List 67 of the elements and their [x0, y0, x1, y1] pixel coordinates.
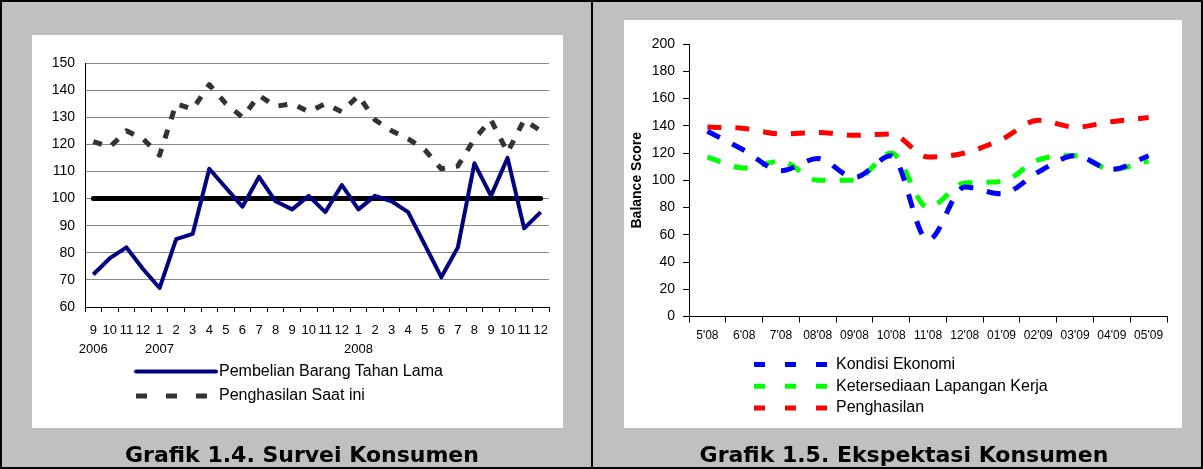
y-tick-label: 100	[651, 171, 676, 188]
x-tick-label: 7	[454, 322, 462, 337]
x-tick-label: 5	[222, 322, 230, 337]
y-tick-label: 60	[659, 225, 676, 242]
y-tick-label: 80	[659, 198, 676, 215]
y-tick-label: 0	[667, 307, 676, 324]
y-tick-label: 20	[659, 280, 676, 297]
x-tick-label: 6'08	[733, 328, 756, 343]
x-tick-label: 8	[470, 322, 479, 337]
x-tick-label: 12	[135, 322, 151, 337]
x-tick-label: 3	[387, 322, 396, 337]
x-tick-label: 8	[271, 322, 280, 337]
x-tick-label: 03'09	[1060, 328, 1090, 343]
y-tick-label: 160	[651, 89, 676, 106]
x-tick-label: 12	[533, 322, 548, 337]
x-tick-label: 10	[500, 322, 515, 337]
x-tick-label: 10	[102, 322, 118, 337]
x-tick-label: 01'09	[987, 328, 1017, 343]
x-tick-label: 08'08	[803, 328, 833, 343]
legend-label: Ketersediaan Lapangan Kerja	[836, 376, 1048, 394]
x-tick-label: 5'08	[696, 328, 719, 343]
y-tick-label: 70	[59, 270, 76, 287]
y-tick-label: 200	[651, 34, 676, 51]
x-tick-label: 2	[172, 322, 180, 337]
x-tick-label: 7'08	[769, 328, 793, 343]
legend-label: Penghasilan	[836, 398, 925, 416]
y-tick-label: 180	[651, 62, 676, 79]
x-tick-label: 12'08	[950, 328, 980, 343]
text: Grafik 1.4. Survei Konsumen	[124, 442, 480, 468]
legend-label: Penghasilan Saat ini	[219, 386, 365, 404]
x-tick-label: 4	[205, 322, 213, 337]
x-tick-label: 11'08	[913, 328, 943, 343]
y-tick-label: 90	[59, 216, 76, 233]
y-tick-label: 40	[659, 252, 676, 269]
x-tick-label: 9	[487, 322, 495, 337]
x-tick-label: 7	[255, 322, 263, 337]
x-tick-label: 5	[421, 322, 429, 337]
x-tick-label: 09'08	[839, 328, 870, 343]
x-tick-label: 6	[437, 322, 445, 337]
x-tick-label: 10'08	[876, 328, 907, 343]
legend-label: Pembelian Barang Tahan Lama	[219, 361, 443, 379]
y-tick-label: 120	[51, 135, 76, 152]
y-tick-label: 100	[51, 189, 76, 206]
y-tick-label: 130	[51, 108, 76, 125]
x-tick-label: 4	[404, 322, 412, 337]
x-tick-label: 12	[334, 322, 350, 337]
x-tick-label: 10	[301, 322, 316, 337]
y-axis-title: Balance Score	[628, 131, 645, 229]
x-tick-label: 11	[119, 322, 134, 337]
x-tick-label: 11	[318, 322, 333, 337]
x-tick-label: 04'09	[1097, 328, 1127, 343]
y-tick-label: 80	[59, 243, 76, 260]
y-tick-label: 120	[651, 143, 676, 160]
y-tick-label: 140	[651, 116, 676, 133]
x-tick-label: 11	[517, 322, 531, 337]
y-tick-label: 60	[59, 297, 76, 314]
y-tick-label: 150	[51, 53, 76, 70]
legend-label: Kondisi Ekonomi	[836, 355, 956, 373]
x-tick-label: 02'09	[1023, 328, 1054, 343]
y-tick-label: 110	[52, 162, 76, 179]
y-tick-label: 140	[51, 80, 76, 97]
x-tick-label: 2	[371, 322, 379, 337]
x-tick-label: 05'09	[1134, 328, 1164, 343]
text: Grafik 1.5. Ekspektasi Konsumen	[698, 442, 1110, 468]
x-tick-label: 6	[238, 322, 247, 337]
x-tick-label: 3	[189, 322, 197, 337]
x-tick-label: 9	[288, 322, 296, 337]
